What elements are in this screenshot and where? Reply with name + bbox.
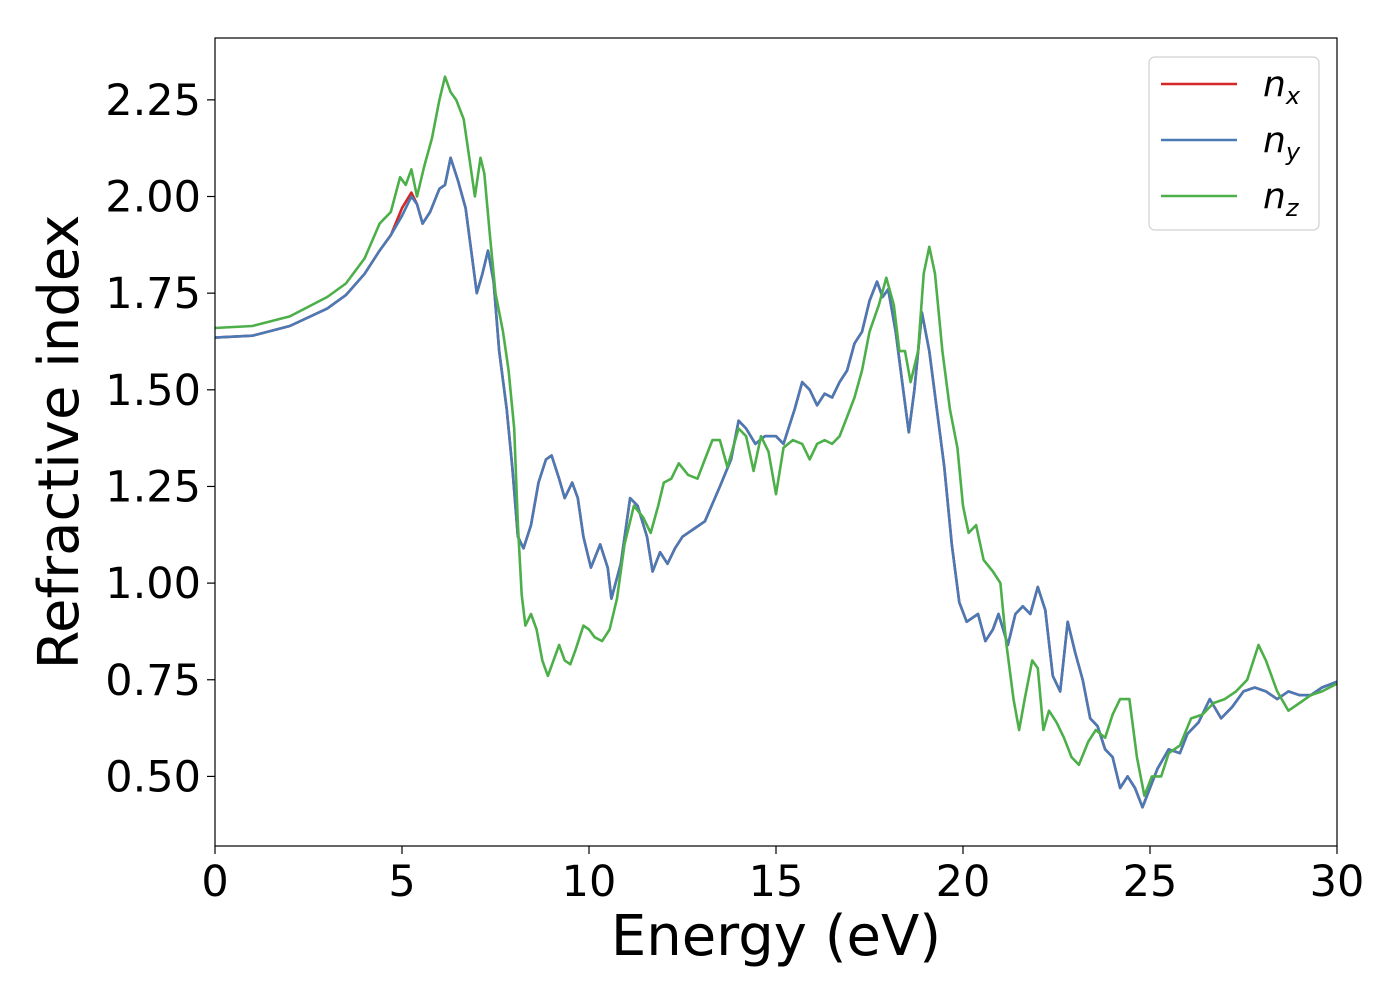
x-tick-label: 25: [1123, 857, 1178, 907]
y-tick-label: 1.75: [105, 269, 201, 319]
legend: nx ny nz: [1148, 56, 1320, 231]
y-tick-label: 0.50: [105, 752, 201, 802]
y-tick-label: 1.00: [105, 559, 201, 609]
series-line-n-y: [215, 156, 1337, 809]
y-tick-label: 1.50: [105, 366, 201, 416]
y-tick-label: 0.75: [105, 656, 201, 706]
legend-label-n-z: nz: [1263, 176, 1300, 222]
series-line-n-x: [215, 156, 1337, 809]
x-tick-label: 15: [749, 857, 804, 907]
y-axis: 0.50 0.75 1.00 1.25 1.50 1.75 2.00 2.25: [105, 76, 215, 802]
legend-label-n-x: nx: [1263, 64, 1301, 110]
y-tick-label: 1.25: [105, 462, 201, 512]
x-tick-label: 5: [388, 857, 415, 907]
x-axis: 0 5 10 15 20 25 30: [201, 846, 1364, 907]
y-tick-label: 2.25: [105, 76, 201, 126]
x-tick-label: 30: [1310, 857, 1365, 907]
legend-label-n-y: ny: [1263, 120, 1301, 166]
x-tick-label: 20: [936, 857, 991, 907]
y-tick-label: 2.00: [105, 173, 201, 223]
x-axis-label: Energy (eV): [611, 904, 941, 969]
x-tick-label: 0: [201, 857, 228, 907]
y-axis-label: Refractive index: [27, 215, 92, 670]
legend-box: [1148, 56, 1320, 231]
x-tick-label: 10: [562, 857, 617, 907]
series-layer: [215, 75, 1337, 809]
series-line-n-z: [215, 75, 1337, 797]
